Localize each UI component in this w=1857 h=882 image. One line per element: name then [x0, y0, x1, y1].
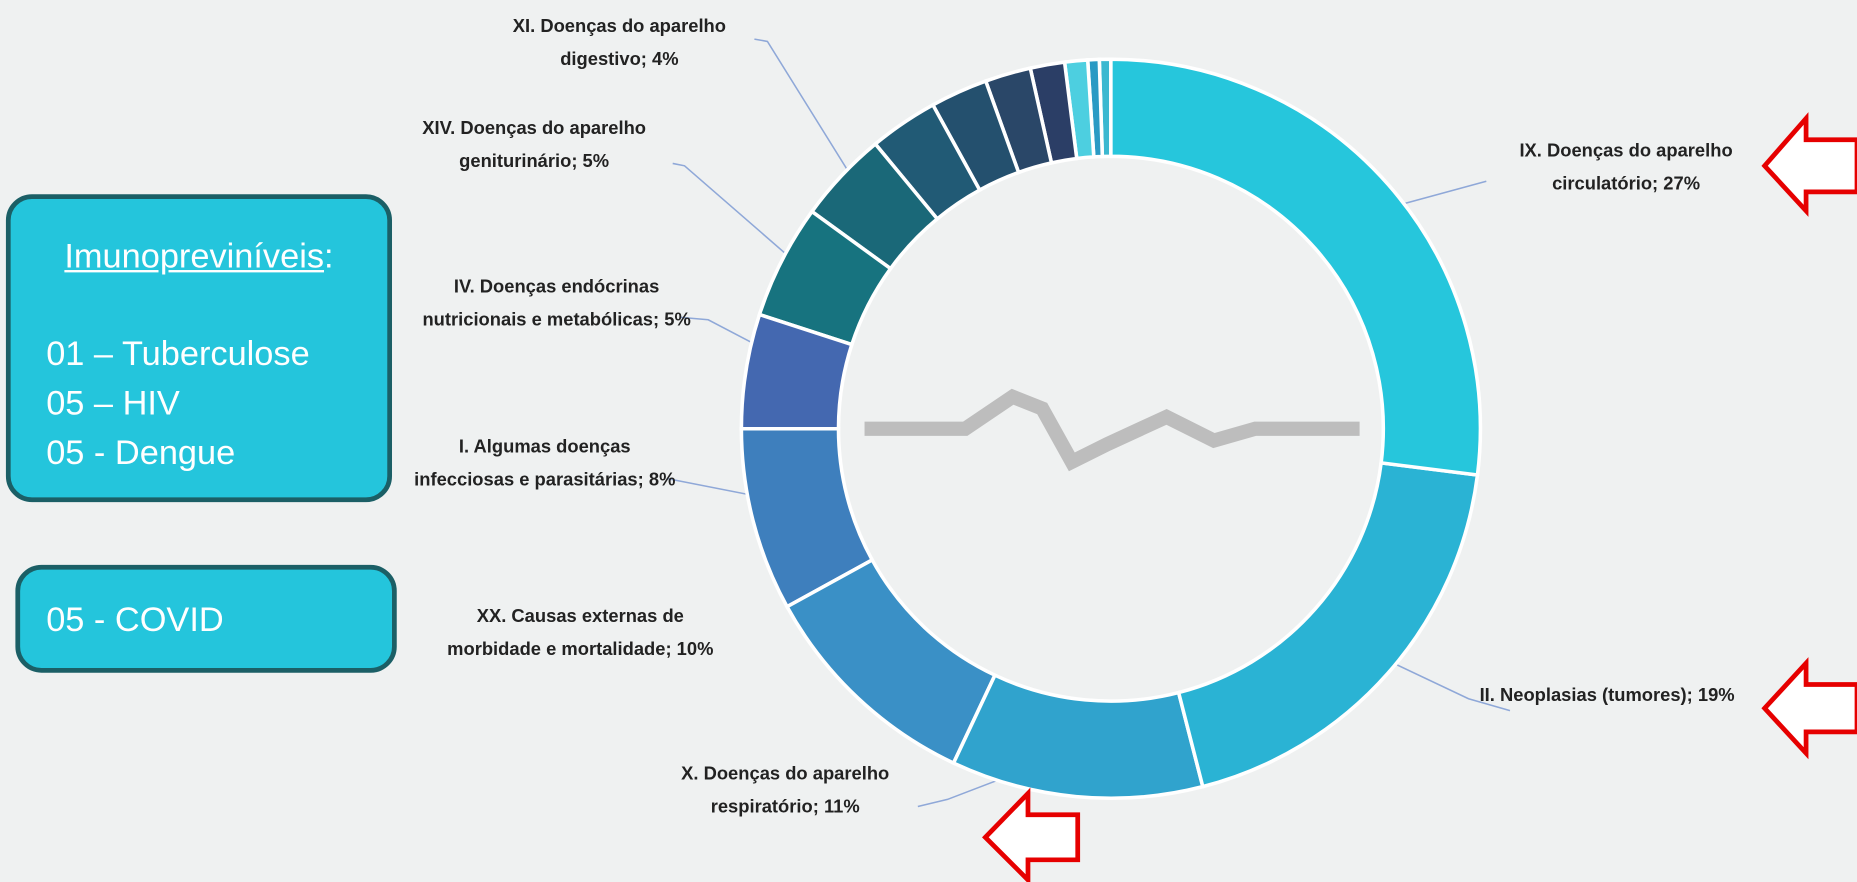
donut-segment [809, 141, 940, 272]
donut-segment [1028, 60, 1079, 166]
label-text: IV. Doenças endócrinas nutricionais e me… [422, 277, 660, 331]
donut-segment [1176, 460, 1480, 789]
label-text: XI. Doenças do aparelho digestivo; [512, 16, 727, 70]
data-label: IX. Doenças do aparelho circulatório; 27… [1490, 135, 1762, 201]
donut-segment [739, 426, 875, 610]
label-text: II. Neoplasias (tumores); [1479, 685, 1693, 706]
data-label: X. Doenças do aparelho respiratório; 11% [649, 758, 921, 824]
item: 01 – Tuberculose [46, 335, 310, 374]
donut-segment [739, 312, 855, 431]
label-text: 5% [664, 310, 691, 331]
label-text: 10% [676, 639, 714, 660]
donut-segment [983, 65, 1054, 175]
arrow [982, 787, 1081, 882]
leader-line [680, 316, 759, 347]
item: 05 - COVID [46, 601, 224, 640]
item: 05 – HIV [46, 384, 180, 423]
heading-suffix: : [324, 238, 334, 276]
donut-segment [930, 78, 1021, 193]
donut-segment [872, 102, 983, 222]
label-text: X. Doenças do aparelho respiratório; [681, 763, 890, 818]
data-label: IV. Doenças endócrinas nutricionais e me… [420, 271, 692, 337]
info-box: 05 - COVID [15, 564, 397, 673]
data-label: II. Neoplasias (tumores); 19% [1471, 680, 1743, 713]
leader-line [754, 38, 874, 212]
label-text: 27% [1663, 174, 1701, 195]
label-text: 4% [652, 49, 679, 70]
label-text: IX. Doenças do aparelho circulatório; [1519, 140, 1733, 195]
data-label: XX. Causas externas de morbidade e morta… [444, 600, 716, 666]
leader-line [672, 162, 822, 285]
logo [864, 388, 1360, 472]
data-label: I. Algumas doenças infecciosas e parasit… [409, 431, 681, 497]
item: 05 - Dengue [46, 434, 236, 473]
donut-segment [951, 672, 1205, 800]
label-text: 8% [648, 470, 676, 491]
arrow [1761, 112, 1857, 217]
label-text: I. Algumas doenças infecciosas e parasit… [414, 437, 644, 491]
data-label: XI. Doenças do aparelho digestivo; 4% [483, 11, 755, 77]
donut-segment [757, 209, 893, 347]
label-text: 5% [582, 151, 610, 172]
label-text: 19% [1697, 685, 1735, 706]
arrow [1761, 657, 1857, 760]
label-text: 11% [823, 797, 860, 818]
donut-segment [1109, 57, 1483, 478]
heading: Imunopreviníveis [64, 238, 325, 276]
info-box: Imunopreviníveis: 01 – Tuberculose 05 – … [5, 194, 393, 503]
data-label: XIV. Doenças do aparelho geniturinário; … [398, 113, 670, 179]
label-text: XX. Causas externas de morbidade e morta… [447, 606, 684, 660]
label-text: XIV. Doenças do aparelho geniturinário; [422, 118, 647, 172]
donut-segment [784, 557, 998, 766]
